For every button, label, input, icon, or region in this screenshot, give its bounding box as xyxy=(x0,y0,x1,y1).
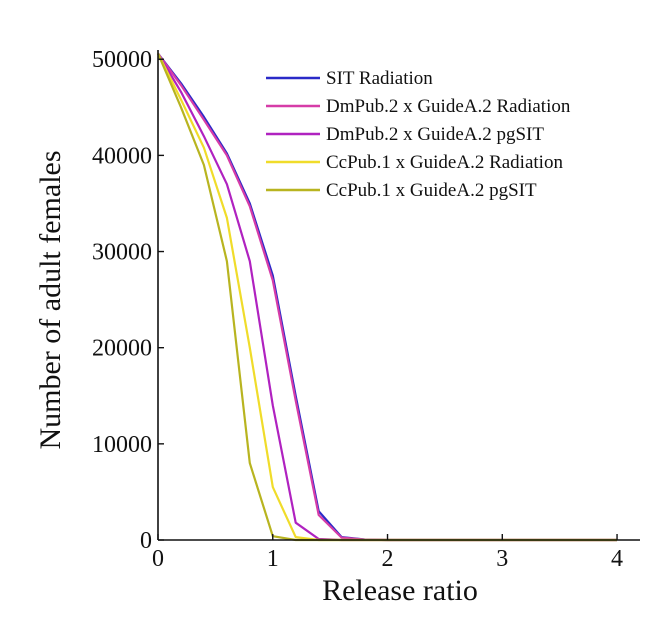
x-tick-label: 0 xyxy=(152,546,164,572)
y-tick-label: 40000 xyxy=(92,143,152,169)
x-tick-label: 3 xyxy=(496,546,508,572)
y-ticks: 0 10000 20000 30000 40000 50000 xyxy=(92,47,164,554)
legend: SIT Radiation DmPub.2 x GuideA.2 Radiatio… xyxy=(266,68,571,201)
legend-label: CcPub.1 x GuideA.2 Radiation xyxy=(326,152,563,173)
legend-label: SIT Radiation xyxy=(326,68,433,89)
y-axis-label: Number of adult females xyxy=(34,150,67,449)
y-tick-label: 50000 xyxy=(92,47,152,73)
x-ticks: 0 1 2 3 4 xyxy=(152,534,623,572)
legend-label: CcPub.1 x GuideA.2 pgSIT xyxy=(326,180,537,201)
y-tick-label: 20000 xyxy=(92,336,152,362)
y-tick-label: 0 xyxy=(140,528,152,554)
x-tick-label: 4 xyxy=(611,546,623,572)
x-tick-label: 1 xyxy=(267,546,279,572)
axes xyxy=(157,50,640,541)
x-tick-label: 2 xyxy=(382,546,394,572)
y-tick-label: 30000 xyxy=(92,240,152,266)
x-axis-label: Release ratio xyxy=(322,574,478,607)
legend-label: DmPub.2 x GuideA.2 Radiation xyxy=(326,96,571,117)
legend-label: DmPub.2 x GuideA.2 pgSIT xyxy=(326,124,544,145)
y-tick-label: 10000 xyxy=(92,432,152,458)
